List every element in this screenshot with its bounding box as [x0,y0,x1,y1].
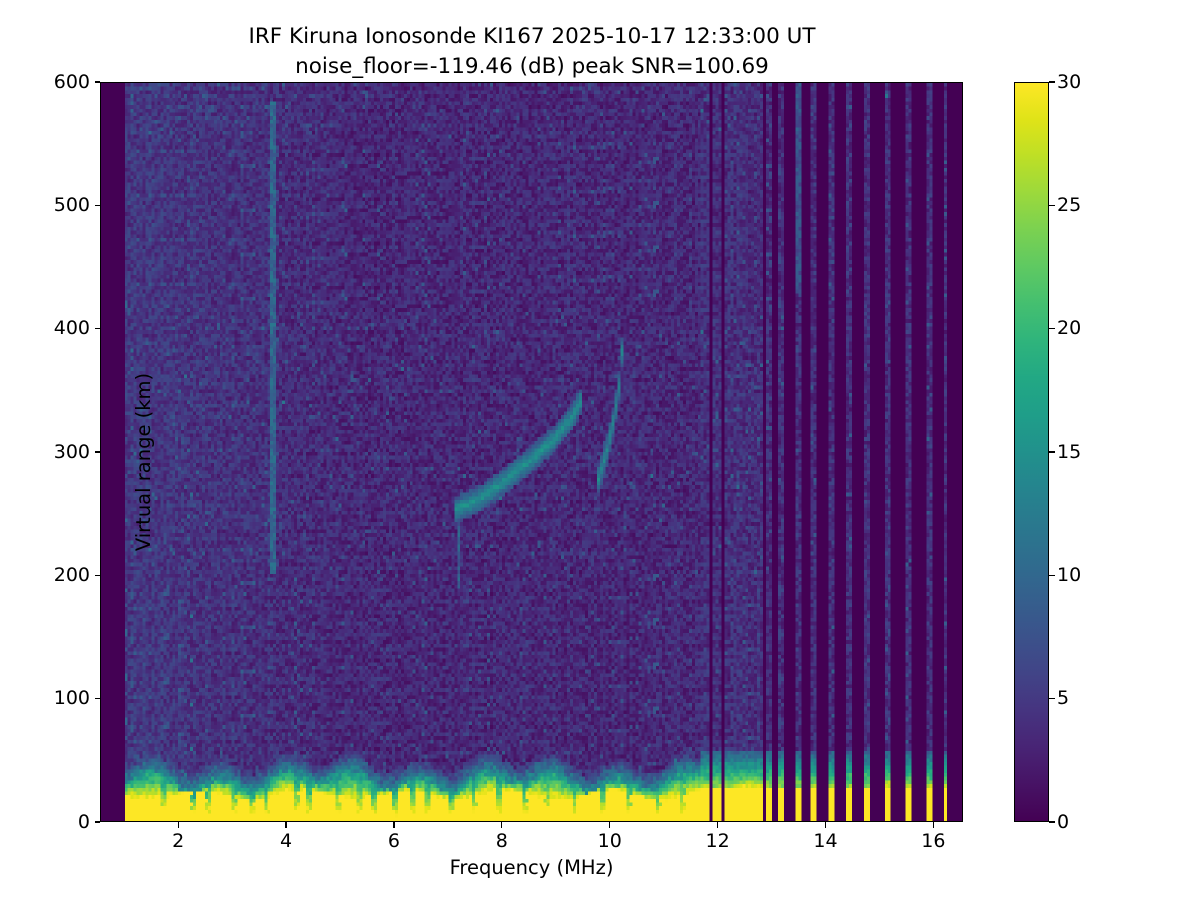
colorbar-tick-mark [1049,821,1055,823]
y-axis-tick-mark [94,821,100,823]
colorbar-gradient [1015,83,1048,821]
y-axis-tick-mark [94,698,100,700]
title-line-station-time: IRF Kiruna Ionosonde KI167 2025-10-17 12… [248,24,816,49]
colorbar-tick-label: 30 [1057,70,1082,93]
y-axis-tick-mark [94,204,100,206]
y-axis-tick-mark [94,328,100,330]
x-axis-tick-label: 16 [921,830,946,852]
x-axis-tick-label: 12 [705,830,730,852]
y-axis-tick-mark [94,451,100,453]
page-title: IRF Kiruna Ionosonde KI167 2025-10-17 12… [100,22,964,82]
x-axis-tick-label: 10 [597,830,622,852]
y-axis-tick-mark [94,574,100,576]
y-axis-tick-label: 500 [53,193,90,216]
colorbar-tick-mark [1049,328,1055,330]
colorbar-tick-label: 0 [1057,810,1070,833]
x-axis-tick-mark [716,822,719,828]
colorbar-tick-mark [1049,204,1055,206]
y-axis-tick-label: 100 [53,687,90,710]
x-axis-label: Frequency (MHz) [449,856,614,879]
y-axis-tick-label: 200 [53,563,90,586]
colorbar-tick-label: 10 [1057,563,1082,586]
y-axis-tick-mark [94,81,100,83]
colorbar-tick-mark [1049,574,1055,576]
colorbar-tick-mark [1049,698,1055,700]
x-axis-tick-mark [285,822,287,828]
x-axis-tick-mark [177,822,179,828]
x-axis-tick-label: 8 [495,830,508,852]
title-line-noise-snr: noise_floor=-119.46 (dB) peak SNR=100.69 [295,54,769,79]
x-axis-tick-label: 14 [813,830,838,852]
x-axis-tick-label: 2 [172,830,185,852]
colorbar-tick-label: 5 [1057,687,1070,710]
x-axis-tick-label: 4 [280,830,293,852]
colorbar[interactable] [1014,82,1049,822]
x-axis-tick-mark [501,822,503,828]
colorbar-tick-mark [1049,81,1055,83]
y-axis-tick-label: 0 [77,810,90,833]
ionogram-plot-area[interactable] [100,82,963,822]
colorbar-tick-label: 20 [1057,317,1082,340]
colorbar-tick-label: 15 [1057,440,1082,463]
y-axis-tick-label: 300 [53,440,90,463]
y-axis-tick-label: 600 [53,70,90,93]
x-axis-tick-mark [609,822,611,828]
ionogram-heatmap[interactable] [101,83,962,821]
colorbar-tick-mark [1049,451,1055,453]
x-axis-tick-mark [824,822,827,828]
x-axis-tick-label: 6 [387,830,400,852]
colorbar-tick-label: 25 [1057,193,1082,216]
y-axis-tick-label: 400 [53,317,90,340]
x-axis-tick-mark [932,822,934,828]
y-axis-label: Virtual range (km) [132,372,155,552]
x-axis-tick-mark [393,822,395,828]
